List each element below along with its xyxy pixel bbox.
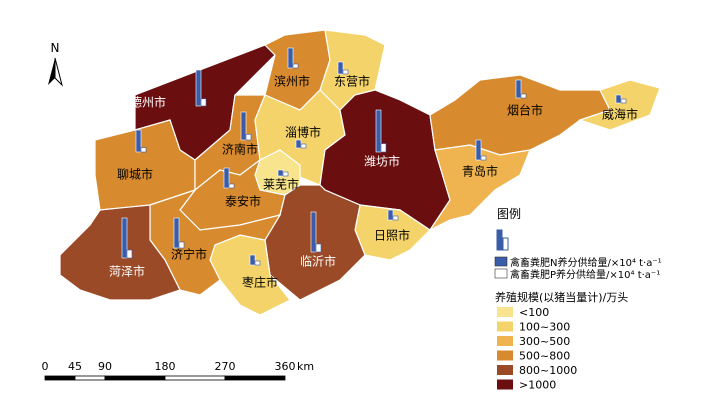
p-bar (520, 93, 527, 99)
p-bar (315, 243, 322, 253)
n-bar (287, 47, 294, 69)
p-bar (292, 63, 299, 69)
legend-swatch (497, 379, 513, 390)
p-bar (126, 249, 133, 259)
scale-unit: km (297, 360, 314, 373)
scale-label: 0 (42, 360, 49, 373)
n-bar (515, 79, 522, 99)
legend-label: 禽畜粪肥P养分供给量/×10⁴ t·a⁻¹ (510, 268, 660, 281)
n-bar (337, 61, 344, 75)
legend-swatch (497, 365, 513, 375)
city-label: 东营市 (334, 74, 370, 89)
n-bar (173, 217, 180, 249)
p-bar (342, 69, 349, 75)
n-bar (135, 129, 142, 153)
n-bar (121, 217, 128, 259)
north-arrow: N (48, 41, 63, 87)
city-label: 威海市 (602, 107, 638, 122)
legend-label: 100~300 (519, 321, 570, 334)
n-bar (240, 111, 247, 141)
p-bar (140, 147, 147, 153)
legend-swatch (497, 350, 513, 361)
p-bar (392, 215, 399, 221)
city-label: 德州市 (130, 95, 166, 110)
city-label: 潍坊市 (364, 154, 400, 169)
n-bar (387, 209, 394, 221)
legend-title: 图例 (497, 207, 521, 221)
city-label: 聊城市 (117, 167, 153, 182)
legend-swatch (497, 307, 513, 317)
p-bar (480, 155, 487, 161)
scale-label: 45 (68, 360, 82, 373)
p-bar (380, 143, 387, 153)
legend-label: 500~800 (519, 350, 570, 363)
legend-swatch (497, 336, 513, 346)
legend-label: <100 (519, 306, 549, 319)
p-bar (245, 134, 252, 141)
city-label: 青岛市 (462, 164, 498, 179)
city-label: 日照市 (374, 228, 410, 243)
north-label: N (51, 41, 60, 55)
p-bar (200, 98, 207, 107)
city-label: 滨州市 (274, 74, 310, 89)
n-bar (310, 211, 317, 253)
scale-segment (224, 375, 286, 381)
legend-label: 300~500 (519, 335, 570, 348)
p-bar (228, 183, 235, 189)
scale-segment (74, 375, 106, 381)
n-bar (295, 139, 302, 149)
city-region (428, 144, 531, 232)
legend-label: >1000 (519, 379, 556, 392)
scale-label: 360 (275, 360, 296, 373)
city-label: 济南市 (222, 142, 258, 157)
scale-segment (164, 375, 226, 381)
p-bar (254, 260, 261, 266)
n-bar (195, 69, 202, 107)
p-bar (300, 143, 307, 149)
city-label: 济宁市 (171, 247, 207, 262)
legend-swatch (494, 268, 508, 279)
legend-swatch (497, 321, 513, 332)
city-label: 临沂市 (300, 254, 336, 269)
legend-label: 禽畜粪肥N养分供给量/×10⁴ t·a⁻¹ (510, 256, 662, 269)
n-bar (475, 139, 482, 161)
p-bar (282, 171, 289, 177)
scale-label: 90 (98, 360, 112, 373)
city-label: 烟台市 (507, 103, 543, 118)
p-bar (178, 241, 185, 249)
scale-label: 270 (215, 360, 236, 373)
p-bar (620, 98, 627, 104)
n-bar (223, 167, 230, 189)
city-region (578, 79, 661, 131)
city-label: 淄博市 (285, 125, 321, 140)
legend-subtitle: 养殖规模(以猪当量计)/万头 (495, 290, 628, 304)
legend-icon (496, 229, 503, 251)
scale-label: 180 (155, 360, 176, 373)
n-bar (249, 254, 256, 266)
legend-icon (502, 237, 509, 251)
n-bar (375, 109, 382, 153)
scale-segment (104, 375, 166, 381)
legend-label: 800~1000 (519, 364, 577, 377)
legend-swatch (494, 256, 508, 267)
scale-segment (44, 375, 76, 381)
city-label: 菏泽市 (109, 264, 145, 279)
city-label: 枣庄市 (242, 275, 278, 290)
city-region (59, 204, 181, 301)
city-label: 莱芜市 (263, 177, 299, 192)
n-bar (277, 169, 284, 177)
n-bar (615, 94, 622, 104)
city-label: 泰安市 (225, 194, 261, 209)
